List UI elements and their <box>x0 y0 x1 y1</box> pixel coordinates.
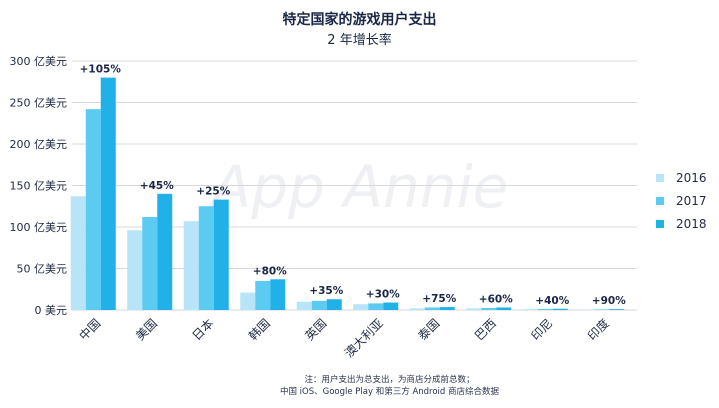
bar-2016-1 <box>127 230 143 310</box>
bar-2016-6 <box>409 308 425 310</box>
bar-2017-5 <box>368 303 384 310</box>
bar-2017-9 <box>594 309 610 310</box>
legend-swatch-2018 <box>656 220 664 228</box>
bar-2018-7 <box>496 307 512 310</box>
legend-label: 2017 <box>676 194 707 208</box>
growth-label: +45% <box>140 180 174 192</box>
x-tick-label: 印度 <box>584 316 612 344</box>
x-tick-label: 韩国 <box>245 316 273 344</box>
chart-title: 特定国家的游戏用户支出 <box>282 12 437 28</box>
growth-label: +25% <box>196 186 230 198</box>
growth-label: +90% <box>592 295 626 307</box>
bar-2017-2 <box>198 206 214 310</box>
bar-2017-0 <box>85 109 101 310</box>
bar-2018-6 <box>439 307 455 310</box>
legend-swatch-2017 <box>656 197 664 205</box>
bar-2017-8 <box>537 308 553 310</box>
x-tick-label: 印尼 <box>528 316 555 343</box>
bar-2016-2 <box>183 221 199 310</box>
growth-label: +75% <box>422 293 456 305</box>
bar-2016-3 <box>240 292 256 310</box>
y-tick-label: 300 亿美元 <box>10 55 68 68</box>
growth-label: +80% <box>253 265 287 277</box>
legend-label: 2018 <box>676 217 707 231</box>
bar-2016-9 <box>579 309 595 311</box>
growth-label: +60% <box>479 294 513 306</box>
x-tick-label: 日本 <box>189 316 216 343</box>
y-tick-label: 250 亿美元 <box>10 97 68 110</box>
bar-2018-8 <box>552 308 568 310</box>
bar-2018-2 <box>213 199 229 310</box>
x-tick-label: 澳大利亚 <box>342 316 386 360</box>
bar-2016-0 <box>70 196 86 310</box>
x-tick-label: 英国 <box>302 316 329 343</box>
growth-label: +35% <box>309 285 343 297</box>
bar-2018-9 <box>609 309 625 310</box>
bar-2017-6 <box>424 307 440 310</box>
y-tick-label: 50 亿美元 <box>17 263 68 276</box>
footnote-line-2: 中国 iOS、Google Play 和第三方 Android 商店综合数据 <box>279 387 500 397</box>
y-tick-label: 0 美元 <box>35 304 68 317</box>
x-tick-label: 中国 <box>76 316 104 344</box>
bar-2018-3 <box>270 279 286 310</box>
bar-2016-8 <box>522 309 538 310</box>
bar-2017-4 <box>311 300 327 310</box>
y-tick-label: 200 亿美元 <box>10 138 68 151</box>
chart-subtitle: 2 年增长率 <box>327 33 392 48</box>
legend-label: 2016 <box>676 171 707 185</box>
y-tick-label: 150 亿美元 <box>10 180 68 193</box>
x-tick-label: 美国 <box>133 316 160 343</box>
bar-2018-0 <box>100 77 116 310</box>
bar-2017-7 <box>481 307 497 310</box>
bar-2018-5 <box>383 302 399 310</box>
growth-label: +30% <box>366 289 400 301</box>
bar-2017-3 <box>255 280 271 310</box>
bar-2017-1 <box>142 217 158 310</box>
legend-swatch-2016 <box>656 174 664 182</box>
bar-2018-1 <box>157 193 173 310</box>
x-tick-label: 泰国 <box>415 316 442 343</box>
bar-2016-5 <box>353 304 369 310</box>
bar-2016-4 <box>296 301 312 310</box>
growth-label: +105% <box>80 64 122 76</box>
growth-label: +40% <box>535 295 569 307</box>
bar-2018-4 <box>326 299 342 310</box>
y-tick-label: 100 亿美元 <box>10 221 68 234</box>
bar-2016-7 <box>466 308 482 310</box>
watermark: App Annie <box>208 153 509 221</box>
footnote-line-1: 注：用户支出为总支出，为商店分成前总数； <box>304 375 475 385</box>
x-tick-label: 巴西 <box>472 316 499 343</box>
